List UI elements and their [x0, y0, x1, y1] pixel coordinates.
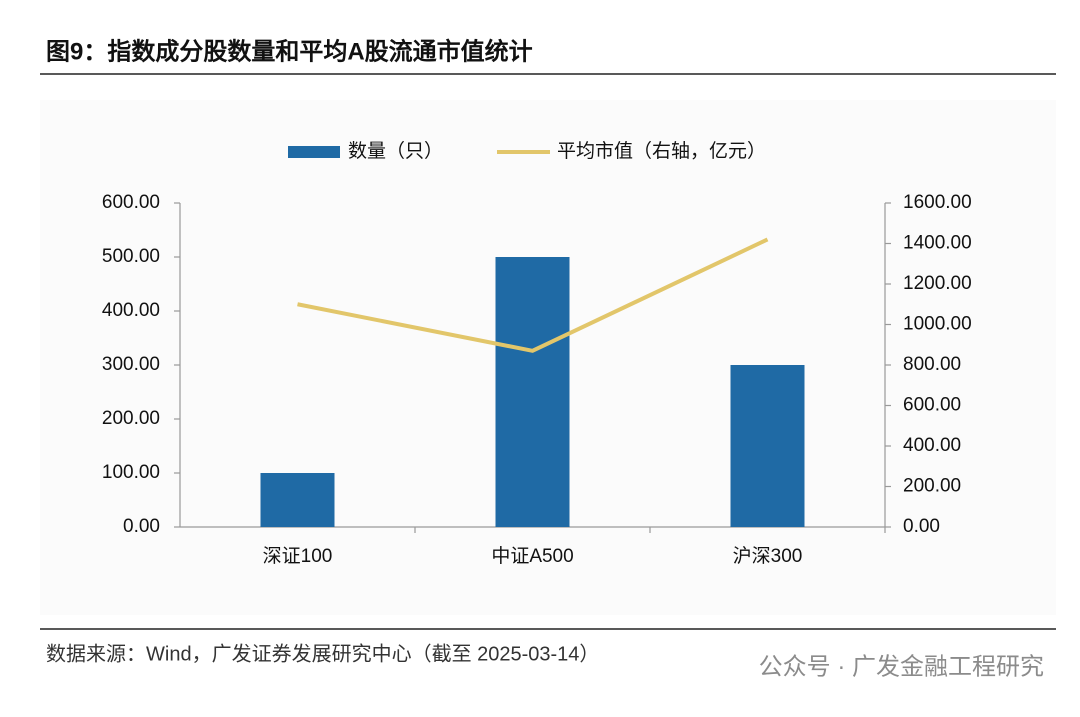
legend-label: 数量（只）: [348, 140, 443, 162]
x-tick-label: 深证100: [263, 545, 333, 567]
source-note: 数据来源：Wind，广发证券发展研究中心（截至 2025-03-14）: [46, 642, 599, 665]
y-tick-label: 300.00: [102, 354, 160, 375]
y2-tick-label: 800.00: [903, 354, 961, 375]
bar: [730, 365, 805, 527]
y-tick-label: 600.00: [102, 192, 160, 213]
y-tick-label: 0.00: [123, 516, 160, 537]
y-tick-label: 200.00: [102, 408, 160, 429]
y2-tick-label: 600.00: [903, 395, 961, 416]
y2-tick-label: 1200.00: [903, 273, 972, 294]
y2-tick-label: 1400.00: [903, 233, 972, 254]
y-tick-label: 400.00: [102, 300, 160, 321]
y-tick-label: 500.00: [102, 246, 160, 267]
x-tick-label: 中证A500: [491, 545, 573, 567]
y2-tick-label: 1000.00: [903, 314, 972, 335]
y2-tick-label: 0.00: [903, 516, 940, 537]
x-tick-label: 沪深300: [733, 545, 803, 567]
line: [297, 237, 769, 353]
watermark: 公众号 · 广发金融工程研究: [759, 653, 1044, 680]
chart-title: 图9：指数成分股数量和平均A股流通市值统计: [46, 37, 533, 65]
y2-tick-label: 1600.00: [903, 192, 972, 213]
bar: [495, 257, 570, 527]
legend-swatch: [288, 146, 340, 158]
y-tick-label: 100.00: [102, 462, 160, 483]
legend-label: 平均市值（右轴，亿元）: [557, 140, 766, 162]
y2-tick-label: 400.00: [903, 435, 961, 456]
y2-tick-label: 200.00: [903, 476, 961, 497]
bar: [260, 473, 335, 527]
